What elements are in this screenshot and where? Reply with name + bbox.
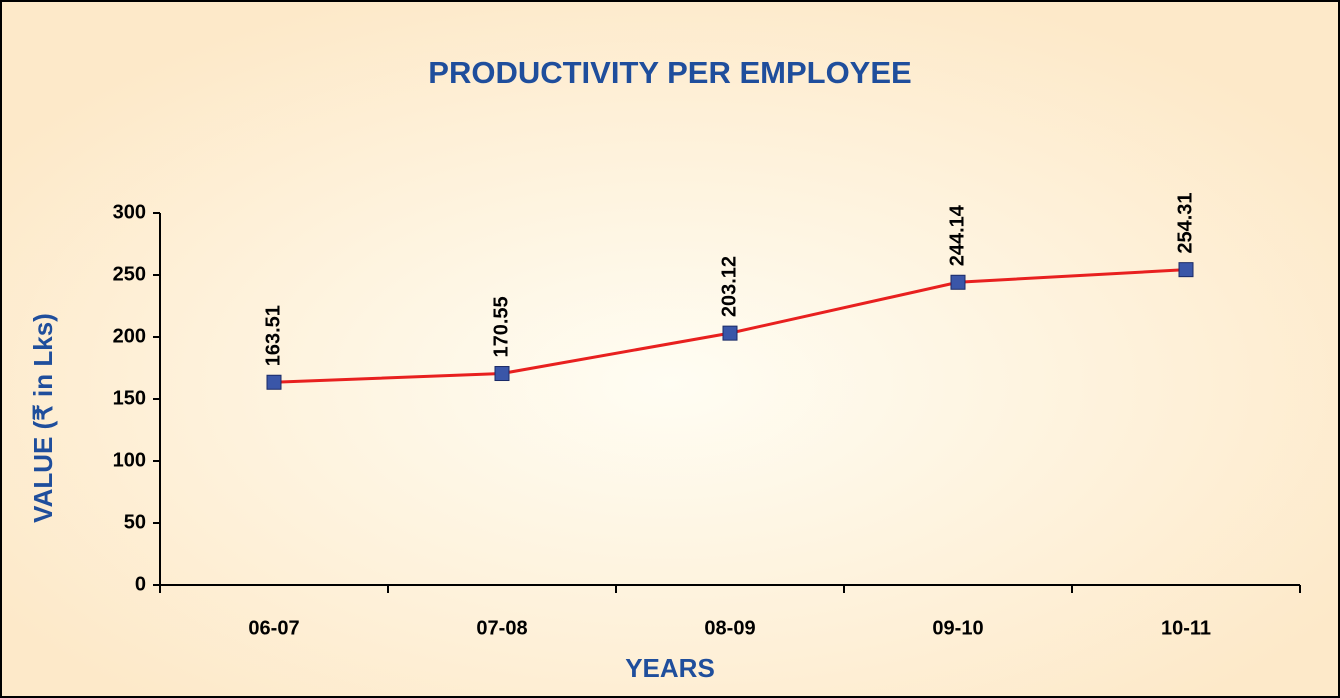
y-tick-label: 250 [113, 263, 146, 285]
marker [494, 366, 510, 382]
y-tick-label: 300 [113, 201, 146, 223]
x-axis-label: YEARS [625, 653, 715, 683]
marker [1178, 262, 1194, 278]
marker [266, 374, 282, 390]
data-label: 244.14 [946, 204, 968, 266]
y-tick-label: 150 [113, 387, 146, 409]
chart-title: PRODUCTIVITY PER EMPLOYEE [428, 55, 911, 90]
data-label: 203.12 [718, 256, 740, 317]
data-label: 254.31 [1174, 192, 1196, 253]
y-tick-label: 50 [124, 511, 146, 533]
y-tick-label: 0 [135, 573, 146, 595]
x-tick-label: 07-08 [476, 617, 527, 639]
x-tick-label: 08-09 [704, 617, 755, 639]
y-tick-label: 100 [113, 449, 146, 471]
x-tick-label: 06-07 [248, 617, 299, 639]
data-label: 170.55 [490, 296, 512, 357]
marker [722, 325, 738, 341]
x-tick-label: 09-10 [932, 617, 983, 639]
data-label: 163.51 [262, 305, 284, 366]
y-axis-label: VALUE (₹ in Lks) [28, 313, 58, 523]
x-tick-label: 10-11 [1161, 617, 1211, 639]
marker [950, 274, 966, 290]
y-tick-label: 200 [113, 325, 146, 347]
